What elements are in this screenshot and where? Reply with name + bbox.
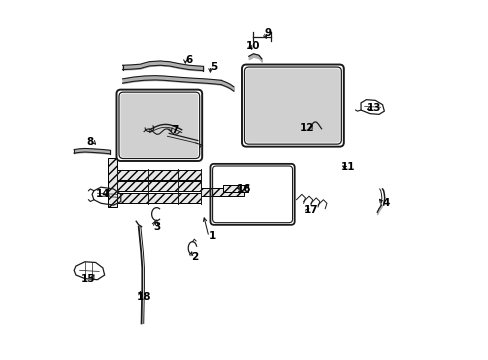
Bar	[117, 170, 201, 180]
Text: 5: 5	[210, 62, 217, 72]
Text: 10: 10	[246, 41, 260, 50]
FancyBboxPatch shape	[120, 94, 198, 157]
Text: 4: 4	[382, 198, 389, 208]
Text: 3: 3	[153, 222, 160, 231]
Text: 14: 14	[95, 189, 110, 199]
Text: 7: 7	[170, 125, 178, 135]
Text: 13: 13	[366, 103, 380, 113]
Bar	[223, 185, 247, 192]
Bar	[201, 188, 244, 196]
Text: 11: 11	[341, 162, 355, 172]
Bar	[117, 193, 201, 203]
Text: 6: 6	[185, 55, 192, 65]
Text: 15: 15	[81, 274, 96, 284]
Text: 18: 18	[137, 292, 151, 302]
Text: 9: 9	[264, 28, 271, 38]
Text: 17: 17	[303, 206, 318, 216]
FancyBboxPatch shape	[245, 68, 339, 143]
Text: 1: 1	[208, 231, 215, 240]
Bar	[117, 181, 201, 192]
Text: 8: 8	[86, 138, 94, 147]
Text: 2: 2	[190, 252, 198, 262]
Text: 12: 12	[300, 123, 314, 133]
Bar	[108, 158, 117, 207]
Text: 16: 16	[237, 184, 251, 194]
